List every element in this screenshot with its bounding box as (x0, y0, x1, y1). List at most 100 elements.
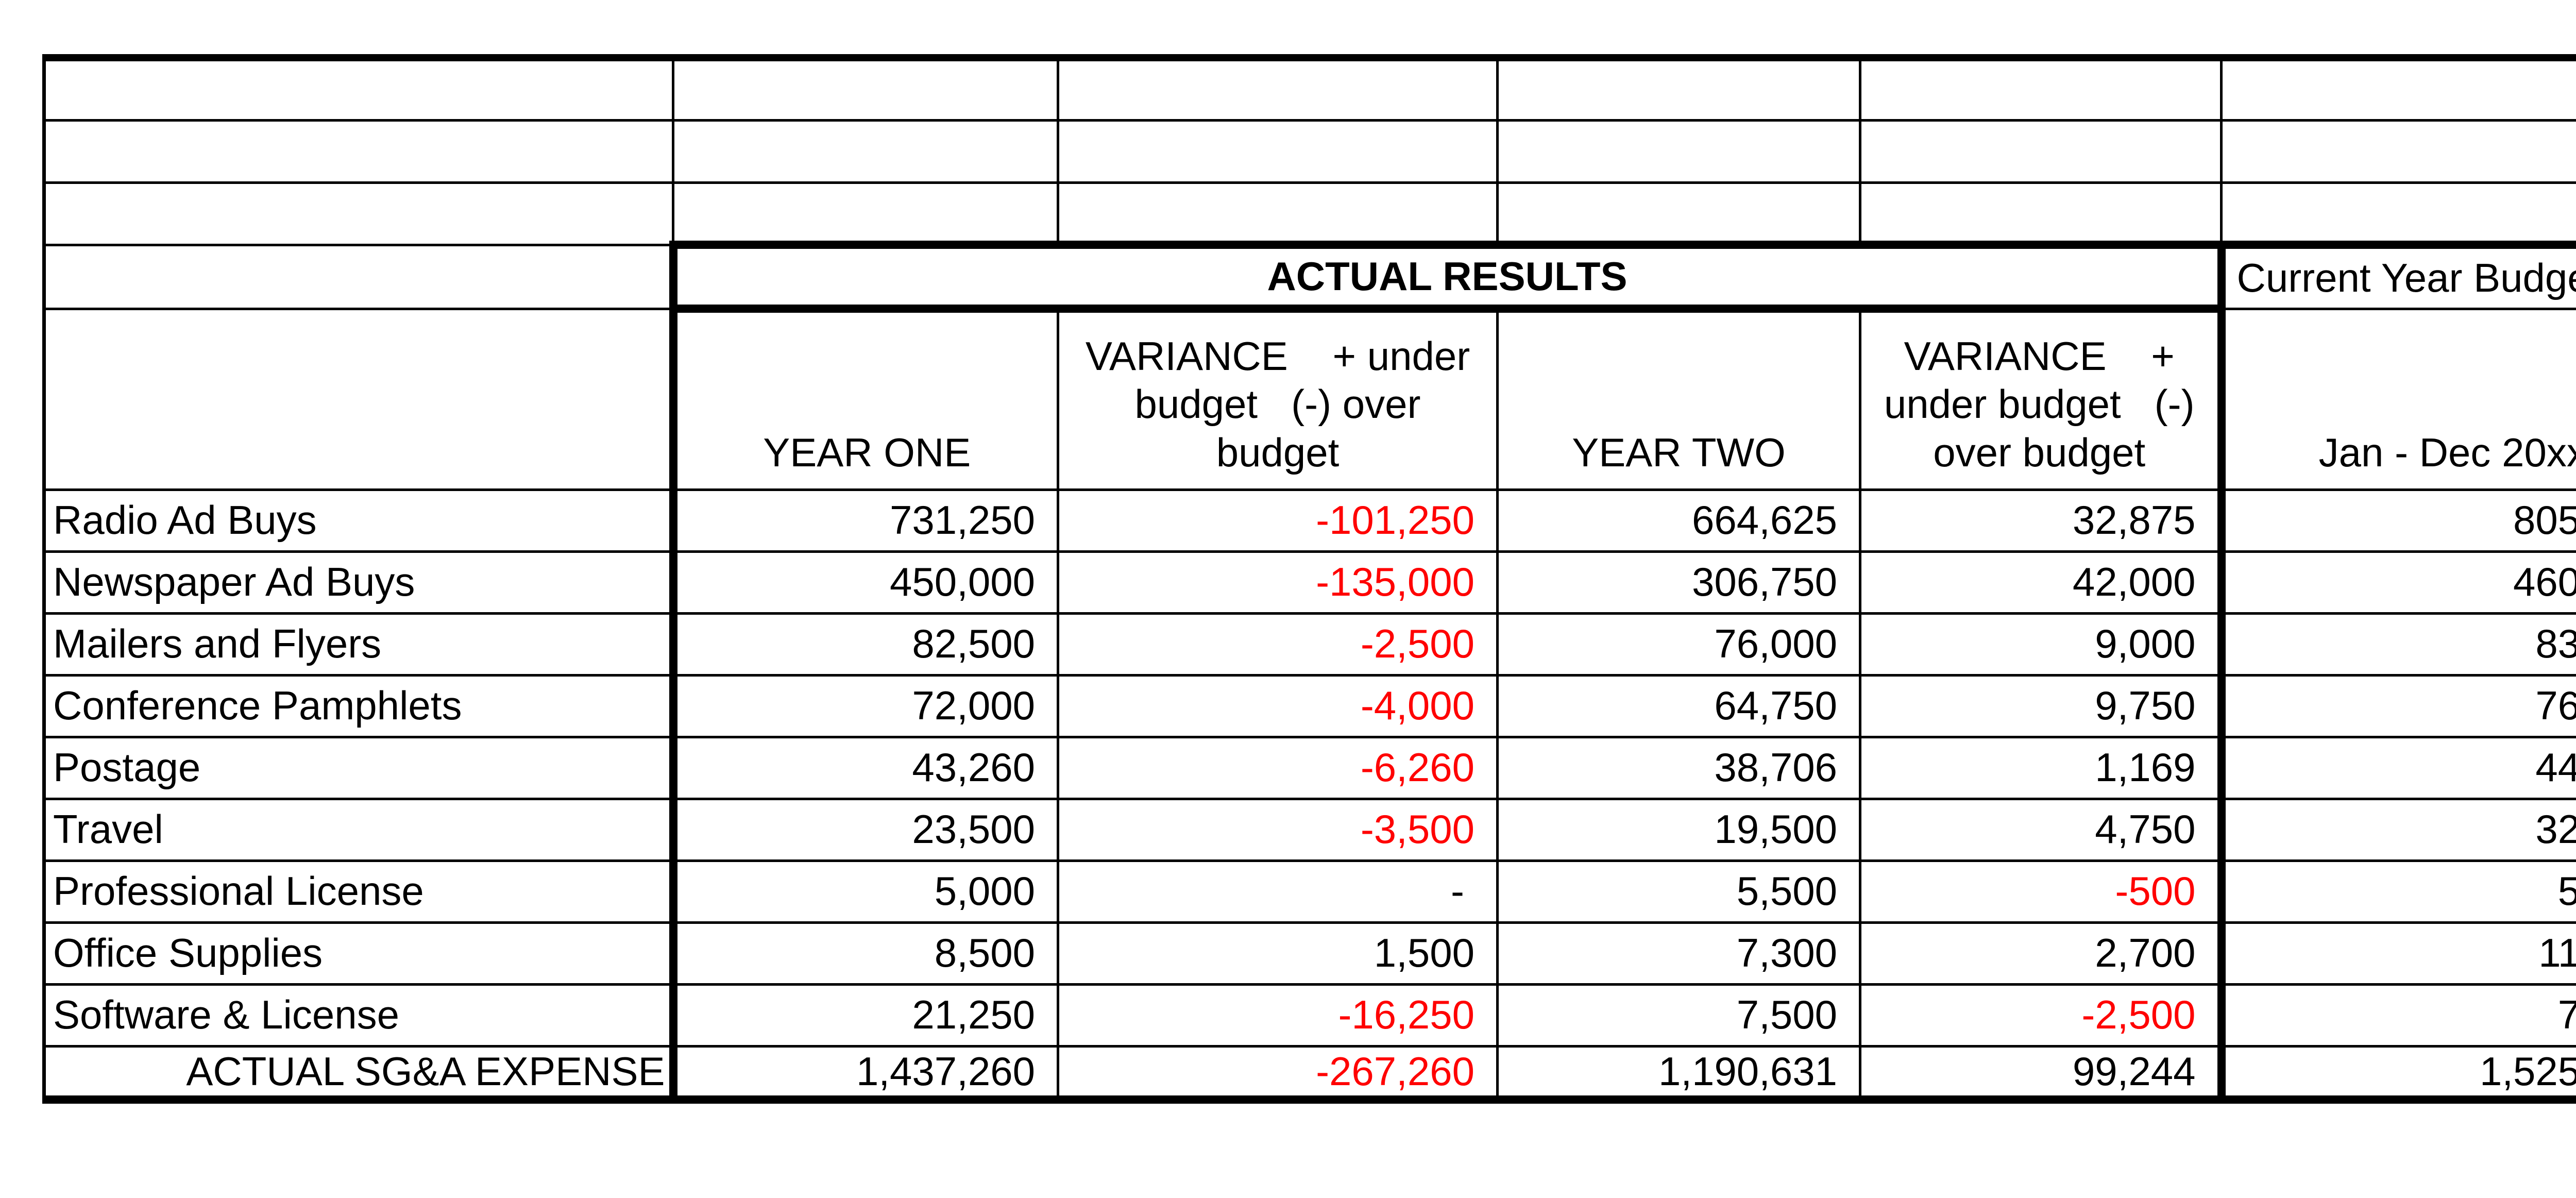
total-year-two-value: 1,190,631 (1496, 1044, 1861, 1104)
total-year-one-value: 1,437,260 (672, 1044, 1059, 1104)
variance-year-two-value: 4,750 (1859, 797, 2226, 862)
empty-cell (2220, 181, 2576, 246)
variance-header-line: over budget (1933, 429, 2146, 475)
year-one-column-header: YEAR ONE (672, 305, 1059, 491)
row-label: Software & License (42, 983, 677, 1048)
year-one-value: 43,260 (672, 735, 1059, 800)
variance-year-one-value: - (1057, 859, 1499, 924)
empty-cell (672, 119, 1059, 184)
empty-cell (42, 119, 674, 184)
variance-header-line: budget (1216, 429, 1340, 475)
year-two-value: 19,500 (1496, 797, 1861, 862)
year-two-value: 5,500 (1496, 859, 1861, 924)
year-one-value: 5,000 (672, 859, 1059, 924)
table-row: Professional License 5,000 - 5,500 -500 … (42, 859, 2576, 924)
budget-value: 44,632 (2220, 735, 2576, 800)
empty-cell (1496, 181, 1861, 246)
variance-year-two-value: 1,169 (1859, 735, 2226, 800)
variance-year-two-value: 2,700 (1859, 921, 2226, 986)
year-one-value: 450,000 (672, 550, 1059, 615)
total-label: ACTUAL SG&A EXPENSE (42, 1044, 677, 1104)
table-row-total: ACTUAL SG&A EXPENSE 1,437,260 -267,260 1… (42, 1044, 2576, 1104)
empty-cell (2220, 119, 2576, 184)
empty-cell (2220, 54, 2576, 122)
total-variance-year-two-value: 99,244 (1859, 1044, 2226, 1104)
variance-year-one-column-header: VARIANCE + under budget (-) over budget (1057, 305, 1499, 491)
empty-cell (42, 54, 674, 122)
table-row: Mailers and Flyers 82,500 -2,500 76,000 … (42, 612, 2576, 677)
empty-cell (1057, 54, 1499, 122)
year-one-value: 72,000 (672, 673, 1059, 738)
total-budget-value: 1,525,532 (2220, 1044, 2576, 1104)
empty-cell (1859, 119, 2223, 184)
variance-year-one-value: -101,250 (1057, 488, 1499, 553)
empty-cell (672, 181, 1059, 246)
variance-year-two-value: -500 (1859, 859, 2226, 924)
variance-header-line: VARIANCE + (1904, 333, 2175, 379)
budget-value: 83,000 (2220, 612, 2576, 677)
variance-header-line: VARIANCE + under (1085, 333, 1470, 379)
table-row-group-headers: ACTUAL RESULTS Current Year Budget Curre… (42, 241, 2576, 313)
year-two-value: 64,750 (1496, 673, 1861, 738)
table-row-empty-2 (42, 119, 2576, 184)
empty-cell (1859, 54, 2223, 122)
empty-cell (672, 54, 1059, 122)
budget-period-header: Jan - Dec 20xx (2220, 307, 2576, 491)
empty-cell (1057, 119, 1499, 184)
table-row-empty-3 (42, 181, 2576, 246)
table-row: Newspaper Ad Buys 450,000 -135,000 306,7… (42, 550, 2576, 615)
year-two-value: 38,706 (1496, 735, 1861, 800)
current-year-budget-header: Current Year Budget (2220, 241, 2576, 310)
empty-cell (1859, 181, 2223, 246)
budget-value: 32,000 (2220, 797, 2576, 862)
actual-results-header: ACTUAL RESULTS (669, 241, 2226, 313)
variance-year-one-value: -4,000 (1057, 673, 1499, 738)
row-label: Professional License (42, 859, 677, 924)
variance-year-two-value: -2,500 (1859, 983, 2226, 1048)
variance-year-one-value: -135,000 (1057, 550, 1499, 615)
empty-cell (1496, 54, 1861, 122)
table-row: Office Supplies 8,500 1,500 7,300 2,700 … (42, 921, 2576, 986)
variance-year-one-value: -6,260 (1057, 735, 1499, 800)
row-label: Travel (42, 797, 677, 862)
variance-header-line: budget (-) over (1134, 381, 1421, 427)
variance-year-one-value: -3,500 (1057, 797, 1499, 862)
row-label: Conference Pamphlets (42, 673, 677, 738)
budget-value: 5,500 (2220, 859, 2576, 924)
empty-cell (42, 181, 674, 246)
row-label: Radio Ad Buys (42, 488, 677, 553)
variance-year-two-value: 42,000 (1859, 550, 2226, 615)
variance-year-one-value: -16,250 (1057, 983, 1499, 1048)
year-two-value: 664,625 (1496, 488, 1861, 553)
budget-value: 76,400 (2220, 673, 2576, 738)
empty-cell (1496, 119, 1861, 184)
year-one-value: 23,500 (672, 797, 1059, 862)
variance-year-one-value: 1,500 (1057, 921, 1499, 986)
table-row: Radio Ad Buys 731,250 -101,250 664,625 3… (42, 488, 2576, 553)
year-one-value: 21,250 (672, 983, 1059, 1048)
variance-year-two-column-header: VARIANCE + under budget (-) over budget (1859, 305, 2226, 491)
year-two-column-header: YEAR TWO (1496, 305, 1861, 491)
row-label: Mailers and Flyers (42, 612, 677, 677)
table-row-empty-1 (42, 54, 2576, 122)
row-label: Newspaper Ad Buys (42, 550, 677, 615)
row-label: Postage (42, 735, 677, 800)
row-label: Office Supplies (42, 921, 677, 986)
table-row: Travel 23,500 -3,500 19,500 4,750 32,000… (42, 797, 2576, 862)
empty-cell (42, 307, 677, 491)
variance-year-two-value: 32,875 (1859, 488, 2226, 553)
year-one-value: 731,250 (672, 488, 1059, 553)
variance-year-one-value: -2,500 (1057, 612, 1499, 677)
variance-year-two-value: 9,750 (1859, 673, 2226, 738)
table-row: Postage 43,260 -6,260 38,706 1,169 44,63… (42, 735, 2576, 800)
year-one-value: 82,500 (672, 612, 1059, 677)
budget-value: 7,500 (2220, 983, 2576, 1048)
total-variance-year-one-value: -267,260 (1057, 1044, 1499, 1104)
year-two-value: 7,300 (1496, 921, 1861, 986)
budget-value: 460,000 (2220, 550, 2576, 615)
budget-value: 805,000 (2220, 488, 2576, 553)
table-row: Conference Pamphlets 72,000 -4,000 64,75… (42, 673, 2576, 738)
year-two-value: 7,500 (1496, 983, 1861, 1048)
year-two-value: 306,750 (1496, 550, 1861, 615)
